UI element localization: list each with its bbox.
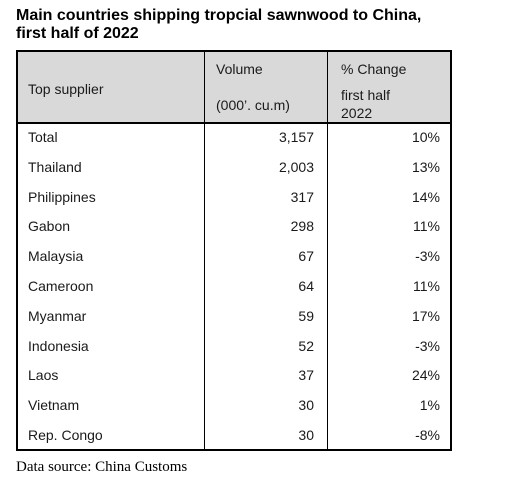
cell-change: 14% (411, 188, 440, 205)
table-row: Philippines 317 14% (18, 184, 450, 214)
cell-volume: 30 (298, 397, 314, 414)
header-volume-unit: (000’. cu.m) (216, 97, 290, 113)
cell-supplier: Thailand (28, 158, 82, 175)
cell-supplier: Vietnam (28, 397, 80, 414)
table-header: Top supplier Volume (000’. cu.m) % Chang… (18, 52, 450, 124)
data-source-note: Data source: China Customs (16, 459, 188, 475)
cell-change: -3% (415, 248, 440, 265)
cell-supplier: Indonesia (28, 337, 89, 354)
table-row: Total 3,157 10% (18, 124, 450, 154)
table-title: Main countries shipping tropcial sawnwoo… (16, 7, 508, 43)
cell-volume: 30 (298, 426, 314, 443)
cell-volume: 59 (298, 307, 314, 324)
table-row: Myanmar 59 17% (18, 303, 450, 333)
table-body: Total 3,157 10% Thailand 2,003 13% Phili… (18, 124, 450, 452)
header-change-period: first half (341, 87, 391, 103)
cell-volume: 3,157 (278, 129, 314, 145)
table-row: Indonesia 52 -3% (18, 333, 450, 363)
cell-volume: 2,003 (278, 158, 314, 175)
cell-change: 11% (413, 218, 440, 235)
table-row: Cameroon 64 11% (18, 273, 450, 303)
cell-change: -3% (415, 337, 440, 354)
cell-change: 13% (411, 158, 440, 175)
cell-supplier: Cameroon (28, 277, 94, 294)
table-row: Rep. Congo 30 -8% (18, 422, 450, 452)
table-row: Laos 37 24% (18, 362, 450, 392)
table-row: Gabon 298 11% (18, 213, 450, 243)
table-row: Thailand 2,003 13% (18, 154, 450, 184)
supplier-table: Top supplier Volume (000’. cu.m) % Chang… (16, 50, 452, 451)
cell-volume: 298 (290, 218, 314, 235)
header-change-year: 2022 (341, 105, 373, 121)
cell-volume: 317 (290, 188, 314, 205)
header-percent-change: % Change (341, 61, 407, 77)
table-title-line-1: Main countries shipping tropcial sawnwoo… (16, 7, 422, 24)
cell-supplier: Malaysia (28, 248, 84, 265)
table-row: Malaysia 67 -3% (18, 243, 450, 273)
cell-supplier: Philippines (28, 188, 96, 205)
column-divider-volume (204, 52, 205, 449)
cell-volume: 64 (298, 277, 314, 294)
cell-change: -8% (415, 426, 440, 443)
cell-supplier: Gabon (28, 218, 71, 235)
cell-change: 17% (411, 307, 440, 324)
table-row: Vietnam 30 1% (18, 392, 450, 422)
cell-supplier: Myanmar (28, 307, 87, 324)
table-title-line-2: first half of 2022 (16, 25, 139, 42)
cell-change: 24% (411, 367, 440, 384)
column-divider-change (327, 52, 328, 449)
cell-supplier: Rep. Congo (28, 426, 103, 443)
header-top-supplier: Top supplier (28, 81, 104, 97)
cell-change: 1% (419, 397, 440, 414)
cell-volume: 37 (298, 367, 314, 384)
cell-change: 10% (411, 129, 440, 145)
cell-supplier: Total (28, 129, 58, 145)
header-volume: Volume (216, 61, 263, 77)
cell-change: 11% (413, 277, 440, 294)
cell-volume: 52 (298, 337, 314, 354)
cell-supplier: Laos (28, 367, 59, 384)
cell-volume: 67 (298, 248, 314, 265)
